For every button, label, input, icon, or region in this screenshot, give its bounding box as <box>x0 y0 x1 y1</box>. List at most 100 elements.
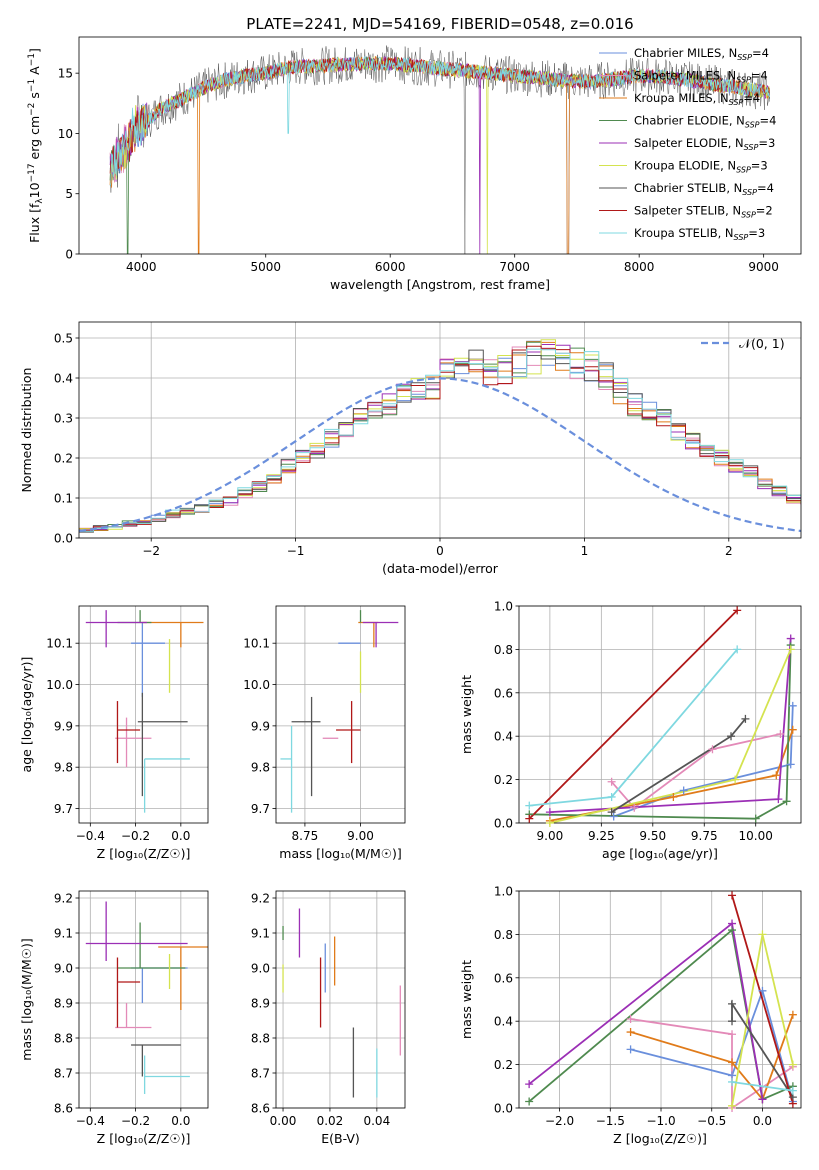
weight-marker <box>758 930 767 939</box>
y-tick-label: 8.6 <box>54 1102 73 1116</box>
normal-curve <box>79 377 801 533</box>
axes-frame <box>78 36 802 255</box>
y-axis-label: mass weight <box>459 675 474 754</box>
weight-marker <box>669 792 678 801</box>
weight-line-8 <box>731 1081 794 1092</box>
y-tick-label: 9.0 <box>54 962 73 976</box>
weight-marker <box>731 775 740 784</box>
panel-Z-age: −0.4 −0.2 0.0 9.7 9.8 9.9 10.0 10.1 Z [log₁₀(Z/Z… <box>19 605 209 861</box>
weight-marker <box>607 792 616 801</box>
histogram-series-8 <box>79 348 801 532</box>
y-axis-label: Normed distribution <box>19 368 34 493</box>
weight-marker <box>788 701 797 710</box>
x-axis-label: mass [log₁₀(M/M☉)] <box>279 846 401 861</box>
legend-label: Chabrier MILES, NSSP=4 <box>634 46 769 62</box>
x-axis-label: Z [log₁₀(Z/Z☉)] <box>613 1131 707 1146</box>
x-tick-label: −0.4 <box>76 1114 105 1128</box>
weight-line-0 <box>630 987 794 1102</box>
histogram-series-7 <box>79 345 801 532</box>
weight-line-2 <box>630 1014 794 1102</box>
weight-line-2 <box>549 729 794 822</box>
x-tick-label: −0.4 <box>76 829 105 843</box>
y-tick-label: 0.4 <box>54 372 73 386</box>
x-tick-label: −1.0 <box>646 1114 675 1128</box>
weight-line-3 <box>529 645 792 820</box>
y-tick-label: 0.2 <box>494 773 513 787</box>
panel-spectrum: 4000 5000 6000 7000 8000 9000 0 5 10 15 wavelength… <box>27 36 802 292</box>
y-tick-label: 1.0 <box>494 885 513 899</box>
x-tick-label: 0.0 <box>171 1114 190 1128</box>
y-tick-label: 8.7 <box>54 1067 73 1081</box>
weight-marker <box>786 645 795 654</box>
x-axis-label: age [log₁₀(age/yr)] <box>602 846 718 861</box>
weight-marker <box>786 634 795 643</box>
x-axis-label: Z [log₁₀(Z/Z☉)] <box>97 846 191 861</box>
figure-title: PLATE=2241, MJD=54169, FIBERID=0548, z=0… <box>246 15 633 33</box>
weight-line-4 <box>549 638 792 813</box>
y-tick-label: 5 <box>65 187 73 201</box>
x-tick-label: 7000 <box>499 260 530 274</box>
y-tick-label: 0 <box>65 248 73 262</box>
plot-area <box>280 610 399 813</box>
y-tick-label: 9.8 <box>251 761 270 775</box>
y-tick-label: 9.7 <box>251 802 270 816</box>
plot-area <box>85 610 204 813</box>
weight-marker <box>788 725 797 734</box>
weight-marker <box>728 1101 737 1110</box>
weight-marker <box>788 1010 797 1019</box>
x-tick-label: −1 <box>287 544 305 558</box>
legend-label: Kroupa MILES, NSSP=4 <box>634 91 760 107</box>
axes-frame <box>78 890 209 1109</box>
x-axis-label: Z [log₁₀(Z/Z☉)] <box>97 1131 191 1146</box>
x-tick-label: 0.0 <box>753 1114 772 1128</box>
plot-area <box>79 339 801 533</box>
panel-Z-mass: −0.4 −0.2 0.0 8.6 8.7 8.8 8.9 9.0 9.1 9.2 Z [log₁₀… <box>19 890 209 1146</box>
x-tick-label: 8000 <box>624 260 655 274</box>
x-tick-label: −0.5 <box>697 1114 726 1128</box>
weight-marker <box>626 1015 635 1024</box>
axes-frame <box>78 321 802 539</box>
weight-marker <box>728 1017 737 1026</box>
x-tick-label: −0.2 <box>121 829 150 843</box>
y-tick-label: 9.0 <box>251 962 270 976</box>
weight-marker <box>758 1095 767 1104</box>
legend-label: Salpeter MILES, NSSP=4 <box>634 69 768 85</box>
y-tick-label: 15 <box>58 67 73 81</box>
weight-marker <box>776 730 785 739</box>
weight-marker <box>525 801 534 810</box>
axes-frame <box>518 605 802 824</box>
y-tick-label: 8.6 <box>251 1102 270 1116</box>
y-tick-label: 0.6 <box>494 971 513 985</box>
x-tick-label: 5000 <box>250 260 281 274</box>
x-tick-label: 0 <box>436 544 444 558</box>
y-tick-label: 0.6 <box>494 686 513 700</box>
weight-line-7 <box>528 609 738 820</box>
weight-marker <box>728 1030 737 1039</box>
weight-marker <box>708 745 717 754</box>
y-axis-label: age [log₁₀(age/yr)] <box>19 657 34 773</box>
y-tick-label: 0.2 <box>54 452 73 466</box>
x-tick-label: 1 <box>581 544 589 558</box>
plot-area <box>85 901 208 1094</box>
y-tick-label: 8.7 <box>251 1067 270 1081</box>
weight-marker <box>607 777 616 786</box>
y-tick-label: 9.1 <box>251 927 270 941</box>
weight-marker <box>751 814 760 823</box>
legend-label: Chabrier STELIB, NSSP=4 <box>634 181 774 197</box>
x-tick-label: 0.02 <box>317 1114 344 1128</box>
weight-marker <box>788 1060 797 1069</box>
x-tick-label: 2 <box>725 544 733 558</box>
panel-mass-age: 8.75 9.00 9.7 9.8 9.9 10.0 10.1 mass [log₁₀(M/M… <box>243 605 406 861</box>
legend-label: Chabrier ELODIE, NSSP=4 <box>634 114 776 130</box>
weight-marker <box>728 891 737 900</box>
weight-marker <box>728 1077 737 1086</box>
plot-area <box>282 908 401 1098</box>
weight-marker <box>525 1097 534 1106</box>
y-tick-label: 0.0 <box>494 817 513 831</box>
y-tick-label: 9.9 <box>54 719 73 733</box>
axes-frame <box>78 605 209 824</box>
y-tick-label: 8.8 <box>54 1032 73 1046</box>
weight-marker <box>525 814 534 823</box>
weight-marker <box>786 760 795 769</box>
y-tick-label: 0.5 <box>54 332 73 346</box>
